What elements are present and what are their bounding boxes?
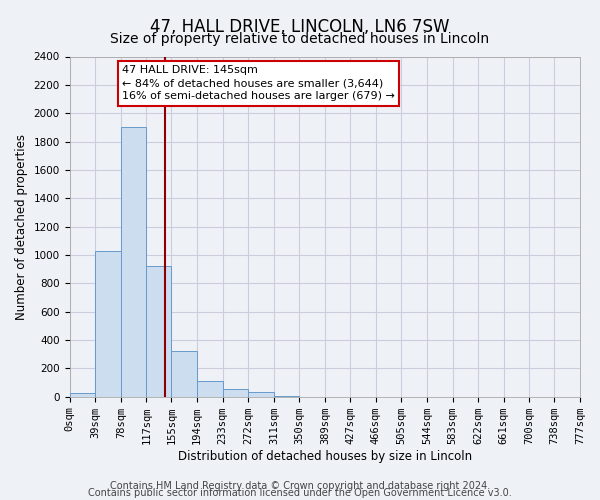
Bar: [121, 128, 146, 396]
Text: 47 HALL DRIVE: 145sqm
← 84% of detached houses are smaller (3,644)
16% of semi-d: 47 HALL DRIVE: 145sqm ← 84% of detached …: [122, 65, 395, 102]
Bar: [197, 381, 223, 396]
Text: Contains HM Land Registry data © Crown copyright and database right 2024.: Contains HM Land Registry data © Crown c…: [110, 481, 490, 491]
Bar: [95, 252, 121, 396]
Bar: [223, 389, 248, 396]
Bar: [70, 393, 95, 396]
Bar: [248, 392, 274, 396]
Text: 47, HALL DRIVE, LINCOLN, LN6 7SW: 47, HALL DRIVE, LINCOLN, LN6 7SW: [150, 18, 450, 36]
Text: Contains public sector information licensed under the Open Government Licence v3: Contains public sector information licen…: [88, 488, 512, 498]
X-axis label: Distribution of detached houses by size in Lincoln: Distribution of detached houses by size …: [178, 450, 472, 462]
Y-axis label: Number of detached properties: Number of detached properties: [15, 134, 28, 320]
Bar: [146, 266, 172, 396]
Bar: [172, 352, 197, 397]
Text: Size of property relative to detached houses in Lincoln: Size of property relative to detached ho…: [110, 32, 490, 46]
